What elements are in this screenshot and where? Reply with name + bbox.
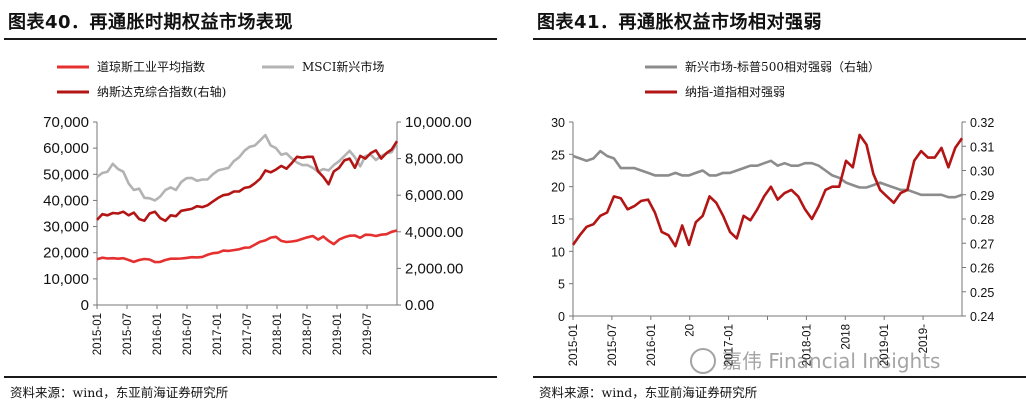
right-chart-svg: 新兴市场-标普500相对强弱（右轴） 纳指-道指相对强弱 0 5 10 15 20 25 30 0… — [551, 59, 994, 366]
series-line-1 — [572, 149, 963, 199]
x-tick-label: 2017-01 — [724, 324, 736, 366]
left-tick-label: 50,000 — [43, 166, 89, 183]
right-tick-label: 0.26 — [970, 262, 994, 276]
watermark-text: 嘉伟 Financial Insights — [722, 349, 941, 373]
x-tick-label: 2019- — [918, 324, 930, 354]
x-tick-label: 2018-01 — [272, 313, 284, 355]
x-tick-label: 2015-07 — [122, 313, 134, 355]
right-tick-label: 0.32 — [970, 116, 994, 130]
right-chart-panel: 图表41．再通胀权益市场相对强弱 新兴市场-标普500相对强弱（右轴） 纳指-道指… — [529, 0, 1026, 408]
x-tick-label: 2015-01 — [92, 313, 104, 355]
legend-label-3: 纳斯达克综合指数(右轴) — [97, 84, 226, 99]
right-source-note: 资料来源：wind，东亚前海证券研究所 — [539, 385, 758, 400]
right-tick-label: 4,000.00 — [405, 224, 463, 241]
left-chart-title: 图表40．再通胀时期权益市场表现 — [8, 12, 294, 33]
right-tick-label: 0.29 — [970, 189, 994, 203]
x-tick-label: 2017-01 — [212, 313, 224, 355]
left-tick-label: 40,000 — [43, 192, 89, 209]
x-tick-label: 20 — [685, 324, 697, 337]
left-tick-label: 30,000 — [43, 219, 89, 236]
wechat-icon — [690, 347, 716, 374]
left-tick-label: 0 — [558, 310, 565, 324]
right-tick-label: 0.24 — [970, 310, 994, 324]
right-tick-label: 2,000.00 — [405, 260, 463, 277]
right-source-rule — [533, 376, 1026, 378]
left-title-rule — [4, 38, 497, 40]
left-tick-label: 0 — [81, 297, 89, 314]
right-tick-label: 0.28 — [970, 213, 994, 227]
left-tick-label: 5 — [558, 278, 565, 292]
right-tick-label: 0.27 — [970, 237, 994, 251]
series-line-3 — [96, 140, 399, 223]
left-tick-label: 25 — [551, 148, 565, 162]
right-tick-label: 0.25 — [970, 286, 994, 300]
left-tick-label: 20,000 — [43, 245, 89, 262]
left-tick-label: 10,000 — [43, 271, 89, 288]
legend-label-1: 道琼斯工业平均指数 — [97, 59, 205, 74]
x-tick-label: 2016-07 — [182, 313, 194, 355]
left-tick-label: 60,000 — [43, 140, 89, 157]
x-tick-label: 2015-07 — [607, 324, 619, 366]
x-tick-label: 2019-01 — [879, 324, 891, 366]
series-line-2 — [96, 133, 399, 202]
x-tick-label: 2016-01 — [152, 313, 164, 355]
x-tick-label: 2016-01 — [646, 324, 658, 366]
right-tick-label: 0.30 — [970, 165, 994, 179]
left-source-note: 资料来源：wind，东亚前海证券研究所 — [10, 385, 229, 400]
right-tick-label: 8,000.00 — [405, 151, 463, 168]
x-tick-label: 2019-01 — [332, 313, 344, 355]
left-tick-label: 30 — [551, 116, 565, 130]
left-tick-label: 10 — [551, 245, 565, 259]
legend-label-2: MSCI新兴市场 — [302, 59, 384, 74]
legend-label-1: 新兴市场-标普500相对强弱（右轴） — [685, 59, 880, 74]
right-tick-label: 10,000.00 — [405, 114, 472, 131]
x-tick-label: 2015-01 — [568, 324, 580, 366]
series-line-1 — [96, 229, 398, 264]
right-tick-label: 0.00 — [405, 297, 434, 314]
watermark: 嘉伟 Financial Insights — [690, 345, 940, 376]
x-tick-label: 2018-07 — [302, 313, 314, 355]
left-tick-label: 70,000 — [43, 114, 89, 131]
x-tick-label: 2017-07 — [242, 313, 254, 355]
x-tick-label: 2018 — [840, 324, 852, 350]
left-chart-panel: 图表40．再通胀时期权益市场表现 道琼斯工业平均指数 MSCI新兴市场纳斯达克综合… — [0, 0, 497, 408]
right-tick-label: 0.31 — [970, 140, 994, 154]
right-chart-title: 图表41．再通胀权益市场相对强弱 — [537, 12, 823, 33]
right-tick-label: 6,000.00 — [405, 187, 463, 204]
x-tick-label: 2019-07 — [362, 313, 374, 355]
left-tick-label: 20 — [551, 181, 565, 195]
legend-label-2: 纳指-道指相对强弱 — [685, 84, 785, 99]
left-source-rule — [4, 376, 497, 378]
series-line-2 — [571, 133, 964, 248]
left-tick-label: 15 — [551, 213, 565, 227]
x-tick-label: 2018-01 — [801, 324, 813, 366]
right-title-rule — [533, 38, 1026, 40]
